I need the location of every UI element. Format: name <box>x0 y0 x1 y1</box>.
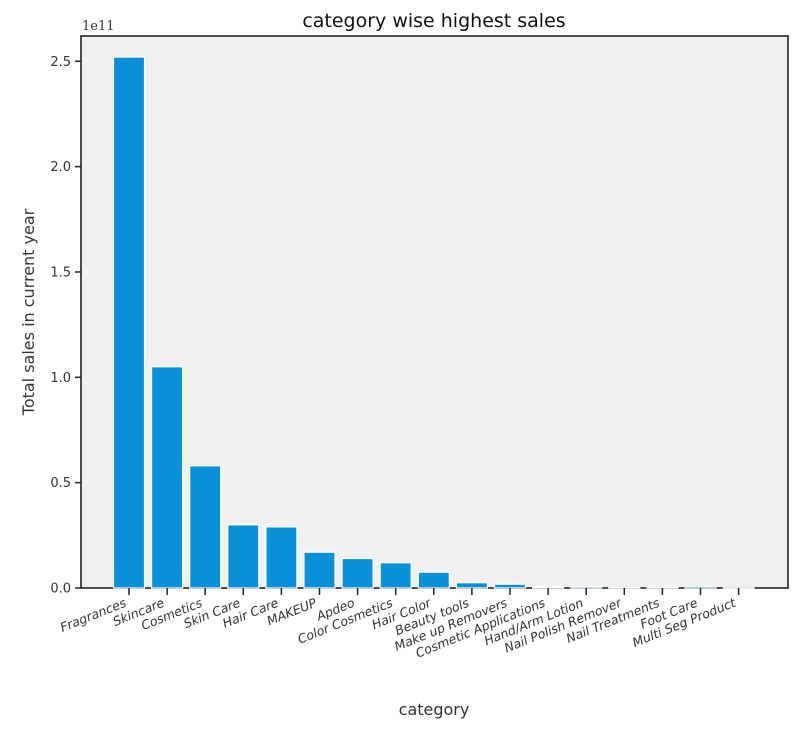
y-tick-label: 2.5 <box>50 55 71 70</box>
bar-makeup <box>303 551 336 589</box>
chart-title: category wise highest sales <box>302 10 565 32</box>
y-multiplier-label: 1e11 <box>82 19 115 34</box>
bars-group <box>112 56 755 589</box>
bar-foot-care <box>684 585 717 589</box>
y-tick-label: 1.5 <box>50 265 71 280</box>
y-axis-ticks: 0.0 0.5 1.0 1.5 2.0 2.5 <box>50 55 81 597</box>
bar-cosmetic-applications <box>531 586 565 589</box>
bar-color-cosmetics <box>379 562 412 589</box>
plot-area <box>80 35 789 589</box>
bar-make-up-removers <box>493 583 527 589</box>
bar-skincare <box>151 366 184 589</box>
bar-hair-care <box>265 526 298 589</box>
bar-fragrances <box>112 56 146 589</box>
bar-cosmetics <box>189 465 222 589</box>
bar-beauty-tools <box>455 582 488 589</box>
y-tick-label: 1.0 <box>50 371 71 386</box>
bar-nail-treatments <box>646 586 679 589</box>
bar-skin-care <box>227 524 260 589</box>
y-axis-label: Total sales in current year <box>19 208 38 416</box>
bar-apdeo <box>341 557 374 589</box>
bar-hair-color <box>417 571 450 589</box>
y-tick-label: 0.0 <box>50 582 71 597</box>
y-tick-label: 2.0 <box>50 160 71 175</box>
bar-hand-arm-lotion <box>570 585 603 589</box>
y-tick-label: 0.5 <box>50 476 71 491</box>
x-axis-label: category <box>399 700 470 719</box>
